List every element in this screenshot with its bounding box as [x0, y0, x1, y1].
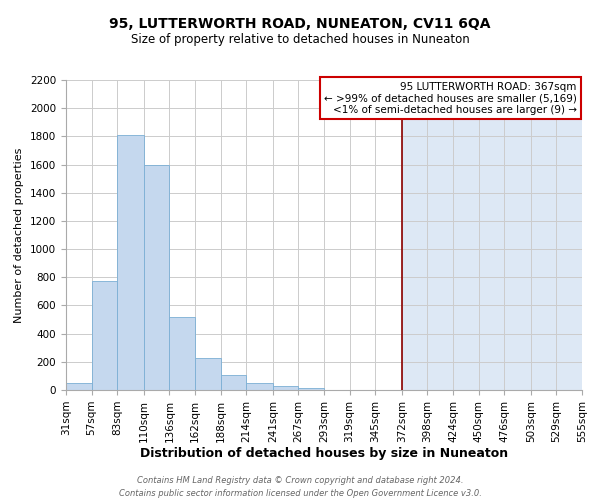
Bar — [221, 375, 246, 390]
Bar — [273, 386, 298, 390]
Bar — [144, 164, 169, 390]
Bar — [298, 388, 324, 390]
Text: 95 LUTTERWORTH ROAD: 367sqm
← >99% of detached houses are smaller (5,169)
<1% of: 95 LUTTERWORTH ROAD: 367sqm ← >99% of de… — [324, 82, 577, 115]
Bar — [402, 80, 582, 390]
Bar — [169, 318, 195, 390]
Y-axis label: Number of detached properties: Number of detached properties — [14, 148, 25, 322]
X-axis label: Distribution of detached houses by size in Nuneaton: Distribution of detached houses by size … — [140, 448, 508, 460]
Bar — [246, 383, 273, 390]
Bar — [66, 80, 402, 390]
Bar — [92, 281, 117, 390]
Text: Contains HM Land Registry data © Crown copyright and database right 2024.
Contai: Contains HM Land Registry data © Crown c… — [119, 476, 481, 498]
Bar — [117, 135, 144, 390]
Text: Size of property relative to detached houses in Nuneaton: Size of property relative to detached ho… — [131, 32, 469, 46]
Bar — [66, 383, 92, 390]
Text: 95, LUTTERWORTH ROAD, NUNEATON, CV11 6QA: 95, LUTTERWORTH ROAD, NUNEATON, CV11 6QA — [109, 18, 491, 32]
Bar — [195, 358, 221, 390]
